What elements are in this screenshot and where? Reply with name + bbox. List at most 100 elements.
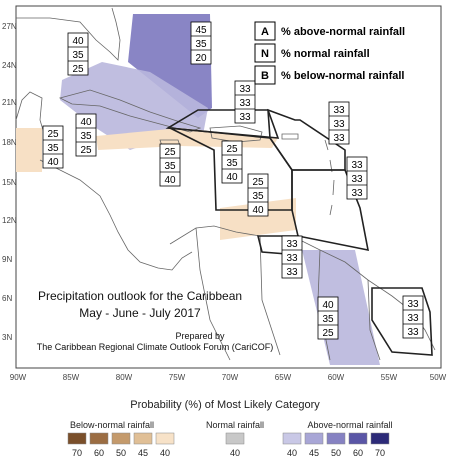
prob-box-guyana: 40 35 25 xyxy=(317,296,339,340)
prob-box-turks: 33 33 33 xyxy=(234,80,256,124)
prob-box-hispaniola: 25 35 40 xyxy=(221,140,243,184)
lat-label: 3N xyxy=(2,333,12,342)
prob-normal: 35 xyxy=(226,158,238,169)
hispaniola-coast xyxy=(209,125,263,143)
prob-normal: 33 xyxy=(239,98,251,109)
legend-tick: 40 xyxy=(230,448,240,458)
lat-label: 12N xyxy=(2,216,17,225)
prob-above: 25 xyxy=(164,147,176,158)
prob-box-frame xyxy=(221,140,243,184)
lat-label: 18N xyxy=(2,138,17,147)
prob-box-frame xyxy=(317,296,339,340)
prob-below: 33 xyxy=(351,188,363,199)
prob-box-frame xyxy=(190,21,212,65)
lon-label: 65W xyxy=(275,373,292,382)
legend-title: Probability (%) of Most Likely Category xyxy=(130,399,320,411)
prob-below: 33 xyxy=(239,112,251,123)
key-letter: N xyxy=(261,48,269,60)
legend-normal-label: Normal rainfall xyxy=(206,420,264,430)
lon-label: 55W xyxy=(381,373,398,382)
legend-swatch-above xyxy=(348,432,368,445)
prob-below: 33 xyxy=(407,327,419,338)
key-text: % below-normal rainfall xyxy=(281,70,404,82)
legend-tick: 60 xyxy=(94,448,104,458)
prob-box-trinidad: 33 33 33 xyxy=(281,235,303,279)
prob-normal: 35 xyxy=(72,50,84,61)
prob-below: 40 xyxy=(164,175,176,186)
prob-box-frame xyxy=(402,295,424,339)
prob-box-bahamas: 45 35 20 xyxy=(190,21,212,65)
key-letter-box xyxy=(254,43,276,63)
legend-swatch-below xyxy=(89,432,109,445)
legend-swatch-above xyxy=(304,432,324,445)
prob-box-belize: 25 35 40 xyxy=(42,125,64,169)
prob-above: 45 xyxy=(195,25,207,36)
florida-coast xyxy=(16,7,121,61)
south-america-interior xyxy=(195,227,381,361)
puerto-rico-coast xyxy=(281,133,299,140)
prob-above: 33 xyxy=(239,84,251,95)
zone-belize-below xyxy=(16,128,42,172)
prob-above: 40 xyxy=(322,300,334,311)
prob-box-frame xyxy=(159,143,181,187)
prob-box-frame xyxy=(346,156,368,200)
abn-key: A % above-normal rainfall N % normal rai… xyxy=(254,21,405,85)
legend-tick: 70 xyxy=(72,448,82,458)
legend-tick: 60 xyxy=(353,448,363,458)
lat-label: 21N xyxy=(2,98,17,107)
prob-box-jamaica: 25 35 40 xyxy=(159,143,181,187)
prob-box-frame xyxy=(42,125,64,169)
prob-below: 33 xyxy=(286,267,298,278)
probability-boxes: 45 35 20 40 35 25 40 35 25 25 35 40 xyxy=(42,21,424,340)
map-title-line2: May - June - July 2017 xyxy=(79,306,201,320)
prob-normal: 35 xyxy=(47,143,59,154)
key-letter: B xyxy=(261,70,269,82)
key-text: % normal rainfall xyxy=(281,48,370,60)
prob-normal: 35 xyxy=(252,191,264,202)
key-letter-box xyxy=(254,21,276,41)
prob-above: 33 xyxy=(286,239,298,250)
prob-box-windwards: 33 33 33 xyxy=(346,156,368,200)
forum-name: The Caribbean Regional Climate Outlook F… xyxy=(37,342,274,352)
map-title-line1: Precipitation outlook for the Caribbean xyxy=(38,289,242,303)
prob-below: 20 xyxy=(195,53,207,64)
prob-below: 25 xyxy=(80,145,92,156)
prob-box-suriname: 33 33 33 xyxy=(402,295,424,339)
outline-hispaniola xyxy=(169,127,293,211)
prob-box-frame xyxy=(247,173,269,217)
lat-label: 9N xyxy=(2,255,12,264)
prob-normal: 33 xyxy=(407,313,419,324)
lat-labels: 27N 24N 21N 18N 15N 12N 9N 6N 3N xyxy=(2,22,17,342)
lon-labels: 90W 85W 80W 75W 70W 65W 60W 55W 50W xyxy=(10,373,447,382)
prob-box-frame xyxy=(234,80,256,124)
legend-tick: 50 xyxy=(116,448,126,458)
legend-swatch-normal xyxy=(225,432,245,445)
lesser-antilles xyxy=(324,139,335,216)
legend-swatch-above xyxy=(370,432,390,445)
legend-above-label: Above-normal rainfall xyxy=(307,420,392,430)
legend-tick: 40 xyxy=(287,448,297,458)
prob-normal: 35 xyxy=(164,161,176,172)
lat-label: 24N xyxy=(2,61,17,70)
lon-label: 75W xyxy=(169,373,186,382)
prob-box-florida: 40 35 25 xyxy=(67,32,89,76)
prob-above: 40 xyxy=(80,117,92,128)
prob-above: 33 xyxy=(351,160,363,171)
color-legend: Probability (%) of Most Likely Category … xyxy=(67,399,393,458)
prepared-by: Prepared by xyxy=(175,331,225,341)
legend-swatch-above xyxy=(326,432,346,445)
prob-box-frame xyxy=(328,101,350,145)
legend-tick: 50 xyxy=(331,448,341,458)
lon-label: 90W xyxy=(10,373,27,382)
prob-normal: 35 xyxy=(80,131,92,142)
lat-label: 15N xyxy=(2,178,17,187)
prob-box-leewards: 33 33 33 xyxy=(328,101,350,145)
lat-label: 27N xyxy=(2,22,17,31)
outline-suriname xyxy=(371,287,433,356)
prob-box-abc: 25 35 40 xyxy=(247,173,269,217)
prob-below: 40 xyxy=(226,172,238,183)
lon-label: 50W xyxy=(430,373,447,382)
prob-below: 25 xyxy=(72,64,84,75)
legend-tick: 40 xyxy=(160,448,170,458)
lon-label: 60W xyxy=(328,373,345,382)
